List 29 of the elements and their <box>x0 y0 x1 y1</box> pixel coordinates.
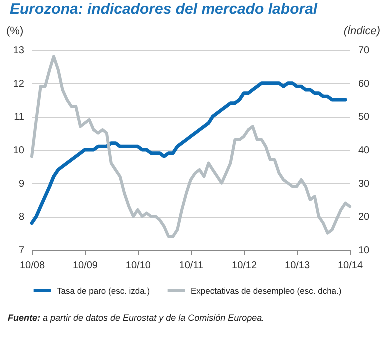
y-tick-label: 9 <box>18 178 25 190</box>
y-tick-label: 11 <box>14 112 25 124</box>
line-series <box>30 55 352 238</box>
y-tick-label: 7 <box>18 246 25 256</box>
x-tick-label: 10/08 <box>20 260 46 272</box>
x-tick-label: 10/10 <box>126 260 152 272</box>
x-tick-label: 10/12 <box>232 260 258 272</box>
line-series <box>30 82 348 226</box>
y-axis-title: (%) <box>6 26 24 38</box>
y2-tick-label: 10 <box>358 246 370 256</box>
y2-tick-label: 60 <box>358 78 370 90</box>
y2-tick-label: 30 <box>358 178 370 190</box>
y-tick-label: 12 <box>13 78 25 90</box>
y2-axis-title: (Índice) <box>344 24 381 38</box>
y2-tick-label: 50 <box>358 112 370 124</box>
legend-label: Tasa de paro (esc. izda.) <box>57 286 150 296</box>
legend-label: Expectativas de desempleo (esc. dcha.) <box>191 286 342 296</box>
chart-title: Eurozona: indicadores del mercado laboral <box>10 1 318 18</box>
x-tick-label: 10/11 <box>179 260 204 272</box>
y2-tick-label: 70 <box>358 46 370 56</box>
y2-tick-label: 20 <box>358 212 370 224</box>
x-tick-label: 10/14 <box>338 260 364 272</box>
y-tick-label: 13 <box>13 46 25 56</box>
y-tick-label: 8 <box>18 212 25 224</box>
x-tick-label: 10/09 <box>72 260 98 272</box>
x-tick-label: 10/13 <box>285 260 310 272</box>
y-tick-label: 10 <box>13 146 25 156</box>
source-note: Fuente: a partir de datos de Eurostat y de la Comisión Europea. <box>8 313 266 323</box>
y2-tick-label: 40 <box>358 146 370 156</box>
